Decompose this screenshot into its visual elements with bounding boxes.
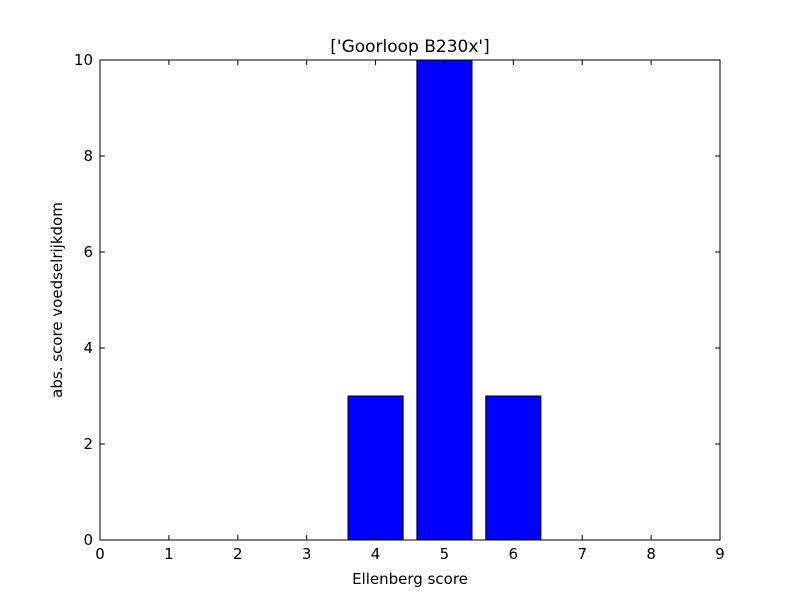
bar-5 [416,59,473,541]
y-tick-label-6: 6 [83,243,93,261]
x-tick-label-3: 3 [302,545,312,563]
x-tick-label-2: 2 [233,545,243,563]
y-tick-label-2: 2 [83,435,93,453]
x-tick-label-5: 5 [440,545,450,563]
bar-6 [485,395,542,541]
x-tick-label-7: 7 [577,545,587,563]
x-tick-label-8: 8 [646,545,656,563]
x-tick-label-9: 9 [715,545,725,563]
y-tick-label-8: 8 [83,147,93,165]
bar-4 [347,395,404,541]
x-axis-label: Ellenberg score [352,570,468,588]
x-tick-label-1: 1 [164,545,174,563]
chart-title: ['Goorloop B230x'] [330,37,489,57]
bars-group [347,59,542,541]
y-tick-label-4: 4 [83,339,93,357]
plot-frame [99,59,721,541]
y-axis-label: abs. score voedselrijkdom [48,202,66,398]
x-tick-label-0: 0 [95,545,105,563]
y-tick-label-0: 0 [83,531,93,549]
y-tick-label-10: 10 [74,51,93,69]
x-tick-label-6: 6 [509,545,519,563]
x-tick-label-4: 4 [371,545,381,563]
